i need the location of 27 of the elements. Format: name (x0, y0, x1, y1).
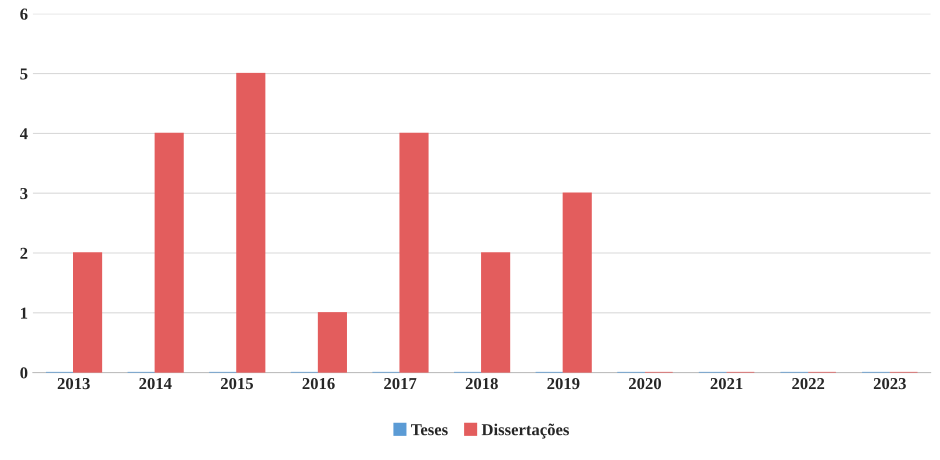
x-tick-label: 2013 (58, 378, 90, 390)
bar (399, 132, 429, 373)
bar (73, 252, 102, 373)
y-tick-label: 2 (20, 248, 28, 259)
legend-label: Teses (411, 424, 448, 436)
x-tick-label: 2015 (220, 378, 253, 390)
x-tick-label: 2021 (710, 378, 742, 390)
bar (154, 132, 184, 373)
x-tick-label: 2016 (302, 378, 335, 390)
x-tick-label: 2014 (139, 378, 172, 390)
x-tick-label: 2017 (384, 378, 416, 390)
y-tick-label: 0 (20, 367, 28, 379)
x-tick-label: 2018 (466, 378, 498, 390)
bar (318, 312, 347, 373)
y-tick-label: 6 (20, 8, 28, 20)
y-tick-label: 4 (20, 128, 28, 140)
x-tick-label: 2023 (874, 378, 906, 390)
y-tick-label: 1 (21, 308, 28, 319)
y-tick-label: 3 (20, 188, 28, 200)
x-tick-label: 2020 (629, 378, 661, 390)
legend-label: Dissertações (482, 424, 569, 439)
bar (481, 252, 510, 373)
y-tick-label: 5 (20, 68, 28, 80)
x-tick-label: 2022 (792, 378, 824, 390)
bar (236, 72, 266, 373)
x-tick-label: 2019 (547, 378, 580, 390)
bar (562, 192, 592, 373)
